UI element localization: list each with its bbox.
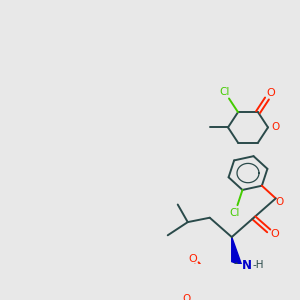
Text: O: O [183,294,191,300]
Text: N: N [242,259,252,272]
Text: Cl: Cl [219,87,230,97]
Text: Cl: Cl [230,208,240,218]
Text: O: O [270,229,279,238]
Text: O: O [272,122,280,132]
Text: O: O [276,197,284,207]
Text: O: O [266,88,275,98]
Text: -H: -H [253,260,265,270]
Polygon shape [232,237,242,265]
Text: O: O [188,254,197,264]
